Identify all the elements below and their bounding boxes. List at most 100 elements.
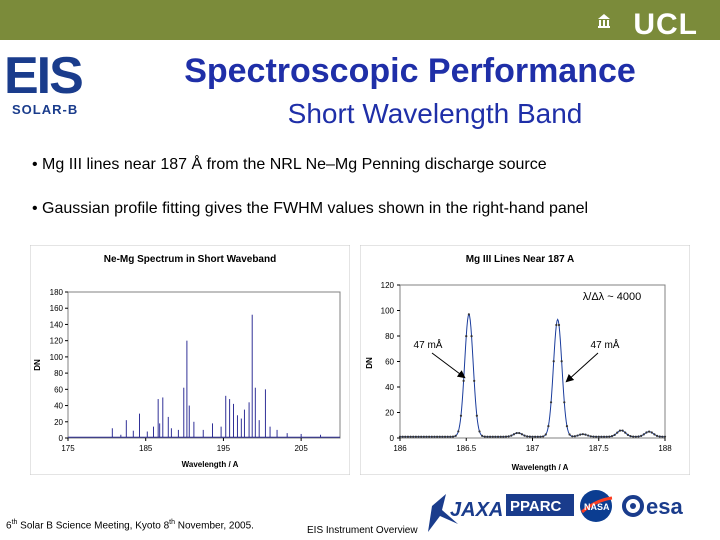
data-point xyxy=(597,435,600,438)
data-point xyxy=(555,323,558,327)
data-point xyxy=(526,435,529,438)
data-point xyxy=(653,433,656,436)
data-point xyxy=(645,431,648,434)
data-point xyxy=(600,435,603,438)
chart-right-frame xyxy=(360,245,690,475)
data-point xyxy=(573,435,576,438)
slide-subtitle: Short Wavelength Band xyxy=(287,98,583,129)
y-tick-label: 140 xyxy=(50,320,64,329)
data-point xyxy=(433,435,436,438)
data-point xyxy=(409,435,412,438)
data-point xyxy=(436,435,439,438)
y-tick-label: 180 xyxy=(50,288,64,297)
data-point xyxy=(462,379,465,382)
chart-left-xlabel: Wavelength / A xyxy=(182,460,239,469)
y-tick-label: 100 xyxy=(50,353,64,362)
data-point xyxy=(539,435,542,438)
x-tick-label: 205 xyxy=(294,444,308,453)
data-point xyxy=(473,379,476,382)
data-point xyxy=(496,435,500,438)
data-point xyxy=(398,435,402,438)
data-point xyxy=(412,435,415,438)
data-point xyxy=(584,433,587,436)
data-point xyxy=(655,434,659,437)
fwhm-right-label: 47 mÅ xyxy=(591,338,620,351)
data-point xyxy=(520,433,523,436)
x-tick-label: 195 xyxy=(217,444,231,453)
data-point xyxy=(446,435,449,438)
data-point xyxy=(624,431,627,434)
data-point xyxy=(457,430,460,433)
data-point xyxy=(534,435,537,438)
data-point xyxy=(634,435,637,438)
y-tick-label: 160 xyxy=(50,304,64,313)
x-tick-label: 187.5 xyxy=(589,444,610,453)
x-tick-label: 186 xyxy=(393,444,407,453)
data-point xyxy=(481,434,484,437)
data-point xyxy=(465,335,468,338)
data-point xyxy=(518,431,521,435)
data-point xyxy=(401,435,404,438)
data-point xyxy=(422,435,425,438)
y-tick-label: 80 xyxy=(54,369,63,378)
data-point xyxy=(528,435,531,438)
data-point xyxy=(571,435,574,438)
x-tick-label: 175 xyxy=(61,444,75,453)
slide-title: Spectroscopic Performance xyxy=(184,52,636,90)
data-point xyxy=(491,435,494,438)
data-point xyxy=(626,433,629,436)
data-point xyxy=(581,433,584,436)
data-point xyxy=(565,425,569,428)
chart-left-frame xyxy=(30,245,350,475)
data-point xyxy=(486,435,489,438)
data-point xyxy=(549,401,553,404)
data-point xyxy=(587,434,590,437)
resolving-power-label: λ/Δλ ~ 4000 xyxy=(583,291,641,303)
data-point xyxy=(536,435,539,438)
data-point xyxy=(483,435,486,438)
data-point xyxy=(515,431,518,435)
data-point xyxy=(489,435,492,438)
data-point xyxy=(430,435,433,438)
data-point xyxy=(568,433,571,436)
y-tick-label: 20 xyxy=(54,418,63,427)
ne-mg-spectrum-chart: Ne-Mg Spectrum in Short Waveband 0 20 40 60 8… xyxy=(30,245,350,475)
y-tick-label: 120 xyxy=(381,281,395,290)
data-point xyxy=(616,431,619,434)
data-point xyxy=(621,429,624,432)
data-point xyxy=(428,435,431,438)
data-point xyxy=(441,435,444,438)
data-point xyxy=(610,435,614,438)
data-point xyxy=(613,433,616,436)
data-point xyxy=(510,434,513,437)
data-point xyxy=(502,435,505,438)
eis-solar-b-logo: EIS SOLAR-B xyxy=(4,50,108,122)
data-point xyxy=(560,360,563,363)
data-point xyxy=(499,435,502,438)
svg-text:NASA: NASA xyxy=(584,502,610,512)
footer-meeting: 6th Solar B Science Meeting, Kyoto 8th N… xyxy=(6,519,254,532)
chart-left-ylabel: DN xyxy=(33,359,42,371)
data-point xyxy=(640,434,643,437)
data-point xyxy=(608,435,611,438)
data-point xyxy=(576,434,579,437)
chart-left-plot-area xyxy=(67,291,341,439)
y-tick-label: 0 xyxy=(390,434,395,443)
fwhm-left-label: 47 mÅ xyxy=(414,338,443,351)
data-point xyxy=(658,435,661,438)
data-point xyxy=(414,435,417,438)
jaxa-logo: JAXA xyxy=(428,494,503,532)
data-point xyxy=(425,435,428,438)
data-point xyxy=(470,335,473,338)
esa-logo: esa xyxy=(622,494,683,519)
data-point xyxy=(629,435,632,438)
x-tick-label: 187 xyxy=(526,444,540,453)
data-point xyxy=(475,414,478,417)
data-point xyxy=(544,433,547,436)
data-point xyxy=(406,435,410,438)
x-tick-label: 185 xyxy=(139,444,153,453)
data-point xyxy=(650,431,653,434)
data-point xyxy=(552,360,555,363)
ucl-portico-icon xyxy=(598,14,610,28)
data-point xyxy=(454,434,457,437)
